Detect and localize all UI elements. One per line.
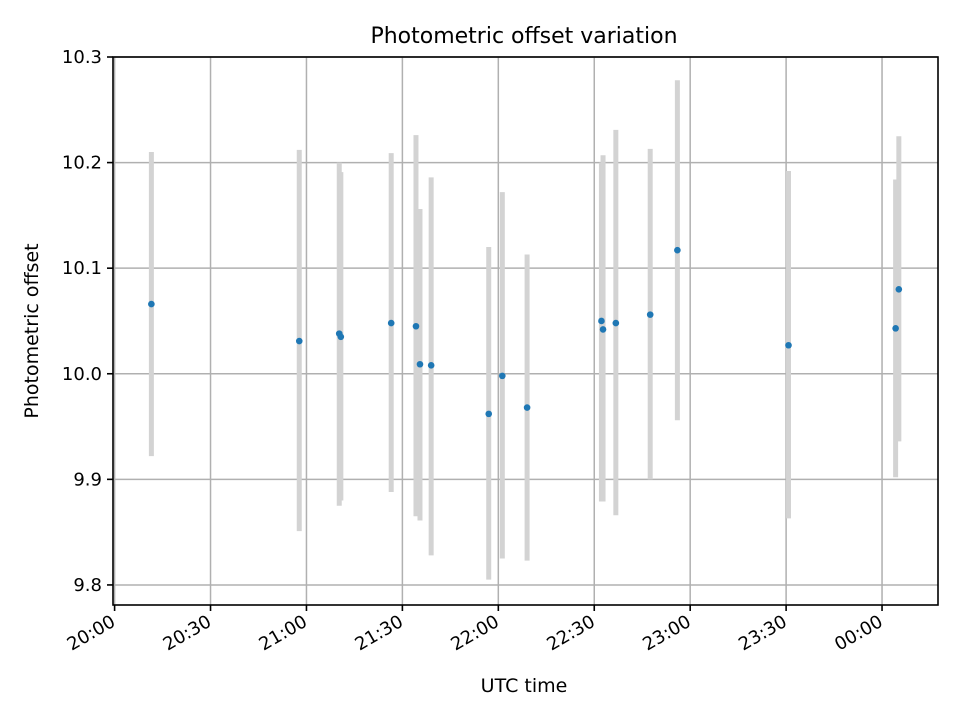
x-tick-label: 22:30 xyxy=(543,611,598,655)
data-points xyxy=(148,246,903,418)
data-point xyxy=(427,362,435,369)
data-point xyxy=(387,319,395,327)
x-tick-label: 22:00 xyxy=(447,611,502,655)
data-point xyxy=(412,322,420,330)
data-point xyxy=(148,300,155,308)
x-tick-label: 20:00 xyxy=(64,611,119,655)
x-axis-label: UTC time xyxy=(481,675,568,697)
data-point xyxy=(599,326,607,333)
data-point xyxy=(892,325,899,332)
y-axis-ticks: 9.8 9.9 10.0 10.1 10.2 10.3 xyxy=(62,47,113,596)
data-point xyxy=(785,341,792,349)
y-tick-label: 10.2 xyxy=(62,153,102,174)
data-point xyxy=(895,285,903,293)
y-tick-label: 10.0 xyxy=(62,364,102,385)
data-point xyxy=(674,246,681,254)
x-tick-label: 21:00 xyxy=(256,611,311,655)
y-tick-label: 10.3 xyxy=(62,47,102,68)
y-tick-label: 10.1 xyxy=(62,258,102,279)
data-point xyxy=(523,404,531,411)
chart-title: Photometric offset variation xyxy=(370,24,677,49)
y-tick-label: 9.8 xyxy=(73,575,102,596)
data-point xyxy=(485,410,493,418)
data-point xyxy=(598,317,605,325)
x-tick-label: 21:30 xyxy=(351,611,406,655)
y-axis-label: Photometric offset xyxy=(21,243,43,418)
y-tick-label: 9.9 xyxy=(73,469,102,490)
x-tick-label: 00:00 xyxy=(831,611,886,655)
x-axis-ticks: 20:00 20:30 21:00 21:30 22:00 22:30 23:00 23:30… xyxy=(64,605,887,655)
x-tick-label: 20:30 xyxy=(160,611,215,655)
plot-frame xyxy=(112,56,939,606)
x-tick-label: 23:00 xyxy=(639,611,694,655)
data-point xyxy=(337,333,345,341)
data-point xyxy=(295,337,303,345)
data-point xyxy=(416,360,424,368)
x-tick-label: 23:30 xyxy=(735,611,790,655)
data-point xyxy=(612,319,620,327)
data-point xyxy=(646,311,654,318)
data-point xyxy=(499,372,506,380)
